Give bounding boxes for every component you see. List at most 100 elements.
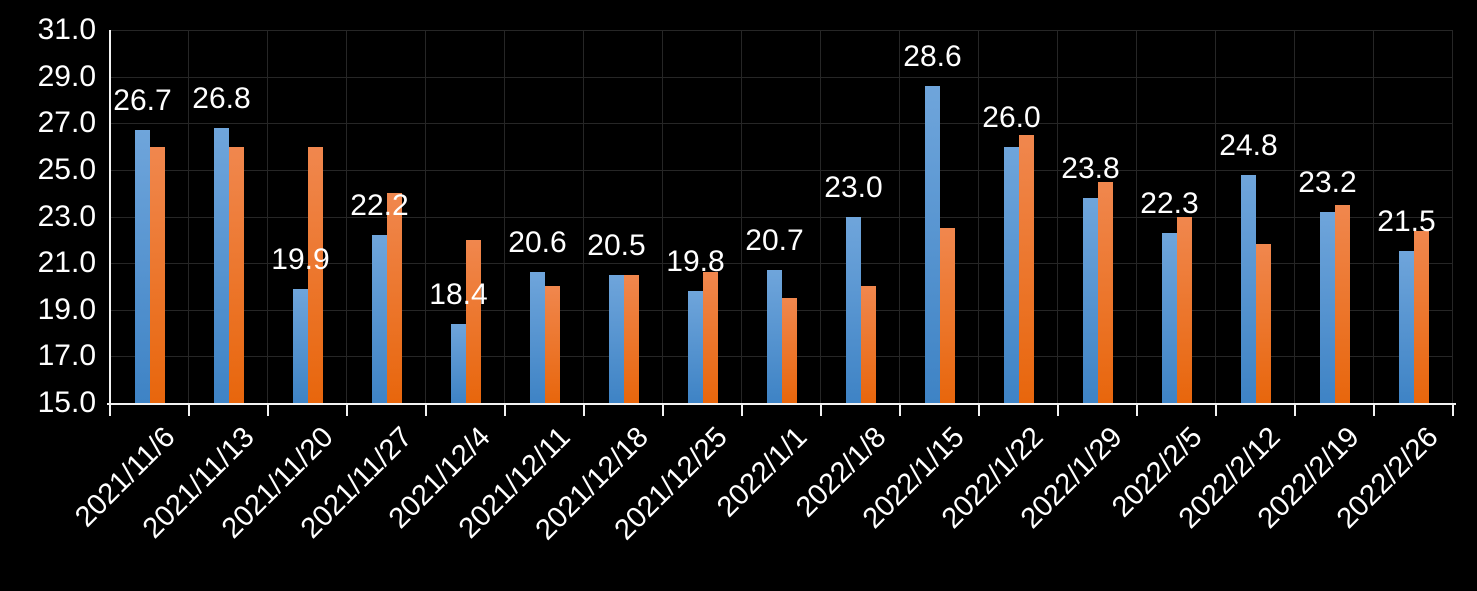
data-label: 18.4 — [429, 277, 488, 311]
bar-orange-2022/2/26 — [1414, 230, 1429, 403]
data-label: 23.8 — [1061, 151, 1120, 185]
x-axis-tick — [899, 403, 901, 416]
v-gridline — [741, 30, 742, 403]
h-gridline — [110, 76, 1453, 78]
x-axis-tick — [1136, 403, 1138, 416]
v-gridline — [504, 30, 505, 403]
h-gridline — [110, 263, 1453, 265]
y-axis-label: 19.0 — [37, 292, 96, 326]
bar-blue-2021/12/11 — [530, 272, 545, 403]
y-axis-label: 27.0 — [37, 106, 96, 140]
x-axis-line — [107, 403, 1456, 405]
x-axis-tick — [425, 403, 427, 416]
x-axis-tick — [346, 403, 348, 416]
x-axis-tick — [267, 403, 269, 416]
bar-blue-2022/2/26 — [1399, 251, 1414, 403]
bar-blue-2021/12/25 — [688, 291, 703, 403]
data-label: 21.5 — [1377, 205, 1436, 239]
data-label: 23.0 — [824, 170, 883, 204]
bar-orange-2021/12/4 — [466, 239, 481, 403]
bar-orange-2021/11/20 — [308, 146, 323, 403]
bar-orange-2021/12/18 — [624, 274, 639, 403]
data-label: 20.5 — [587, 228, 646, 262]
v-gridline — [1452, 30, 1453, 403]
v-gridline — [978, 30, 979, 403]
h-gridline — [110, 123, 1453, 125]
bar-orange-2022/1/1 — [782, 298, 797, 403]
bar-blue-2022/2/12 — [1241, 174, 1256, 403]
x-axis-tick — [978, 403, 980, 416]
bar-blue-2021/11/20 — [293, 288, 308, 403]
v-gridline — [583, 30, 584, 403]
x-axis-tick — [504, 403, 506, 416]
x-axis-tick — [1294, 403, 1296, 416]
bar-blue-2022/2/19 — [1320, 211, 1335, 403]
x-axis-tick — [1057, 403, 1059, 416]
bar-orange-2022/1/22 — [1019, 134, 1034, 403]
y-axis-label: 15.0 — [37, 386, 96, 419]
v-gridline — [425, 30, 426, 403]
x-axis-tick — [1373, 403, 1375, 416]
x-axis-tick — [662, 403, 664, 416]
data-label: 23.2 — [1298, 165, 1357, 199]
bar-orange-2022/2/5 — [1177, 216, 1192, 403]
x-axis-tick — [820, 403, 822, 416]
v-gridline — [1057, 30, 1058, 403]
h-gridline — [110, 30, 1453, 31]
y-axis-label: 23.0 — [37, 199, 96, 233]
bar-orange-2022/1/15 — [940, 228, 955, 403]
x-axis-tick — [583, 403, 585, 416]
x-axis-tick — [188, 403, 190, 416]
y-axis-label: 21.0 — [37, 246, 96, 280]
bar-orange-2022/1/8 — [861, 286, 876, 403]
data-label: 20.6 — [508, 226, 567, 260]
x-axis-tick — [109, 403, 111, 416]
v-gridline — [820, 30, 821, 403]
bar-blue-2022/1/8 — [846, 216, 861, 403]
bar-blue-2021/12/18 — [609, 274, 624, 403]
v-gridline — [1294, 30, 1295, 403]
bar-orange-2021/12/25 — [703, 272, 718, 403]
data-label: 26.0 — [982, 100, 1041, 134]
bar-orange-2021/12/11 — [545, 286, 560, 403]
bar-blue-2022/1/15 — [925, 85, 940, 403]
data-label: 20.7 — [745, 224, 804, 258]
y-axis-label: 31.0 — [37, 13, 96, 46]
data-label: 24.8 — [1219, 128, 1278, 162]
bar-blue-2022/2/5 — [1162, 232, 1177, 403]
bar-orange-2021/11/6 — [150, 146, 165, 403]
bar-blue-2022/1/1 — [767, 270, 782, 403]
v-gridline — [1215, 30, 1216, 403]
data-label: 19.9 — [271, 242, 330, 276]
h-gridline — [110, 216, 1453, 218]
v-gridline — [1373, 30, 1374, 403]
h-gridline — [110, 169, 1453, 171]
v-gridline — [1136, 30, 1137, 403]
bar-orange-2022/2/19 — [1335, 204, 1350, 403]
bar-blue-2021/12/4 — [451, 323, 466, 403]
v-gridline — [346, 30, 347, 403]
bar-blue-2022/1/29 — [1083, 197, 1098, 403]
x-axis-tick — [1215, 403, 1217, 416]
v-gridline — [662, 30, 663, 403]
bar-blue-2021/11/13 — [214, 127, 229, 403]
bar-orange-2022/2/12 — [1256, 244, 1271, 403]
x-axis-tick — [741, 403, 743, 416]
bar-orange-2022/1/29 — [1098, 181, 1113, 403]
data-label: 26.7 — [113, 84, 172, 118]
data-label: 19.8 — [666, 245, 725, 279]
y-axis-label: 17.0 — [37, 339, 96, 373]
plot-area: 26.7 26.8 19.9 22.2 18.4 20.6 20.5 19.8 20.7 23.0… — [110, 30, 1453, 403]
bar-orange-2021/11/27 — [387, 193, 402, 403]
y-axis-label: 29.0 — [37, 59, 96, 93]
bar-blue-2021/11/6 — [135, 130, 150, 403]
x-axis-tick — [1452, 403, 1454, 416]
v-gridline — [267, 30, 268, 403]
v-gridline — [188, 30, 189, 403]
v-gridline — [899, 30, 900, 403]
y-axis-label: 25.0 — [37, 152, 96, 186]
bar-blue-2022/1/22 — [1004, 146, 1019, 403]
data-label: 22.2 — [350, 189, 409, 223]
data-label: 22.3 — [1140, 186, 1199, 220]
